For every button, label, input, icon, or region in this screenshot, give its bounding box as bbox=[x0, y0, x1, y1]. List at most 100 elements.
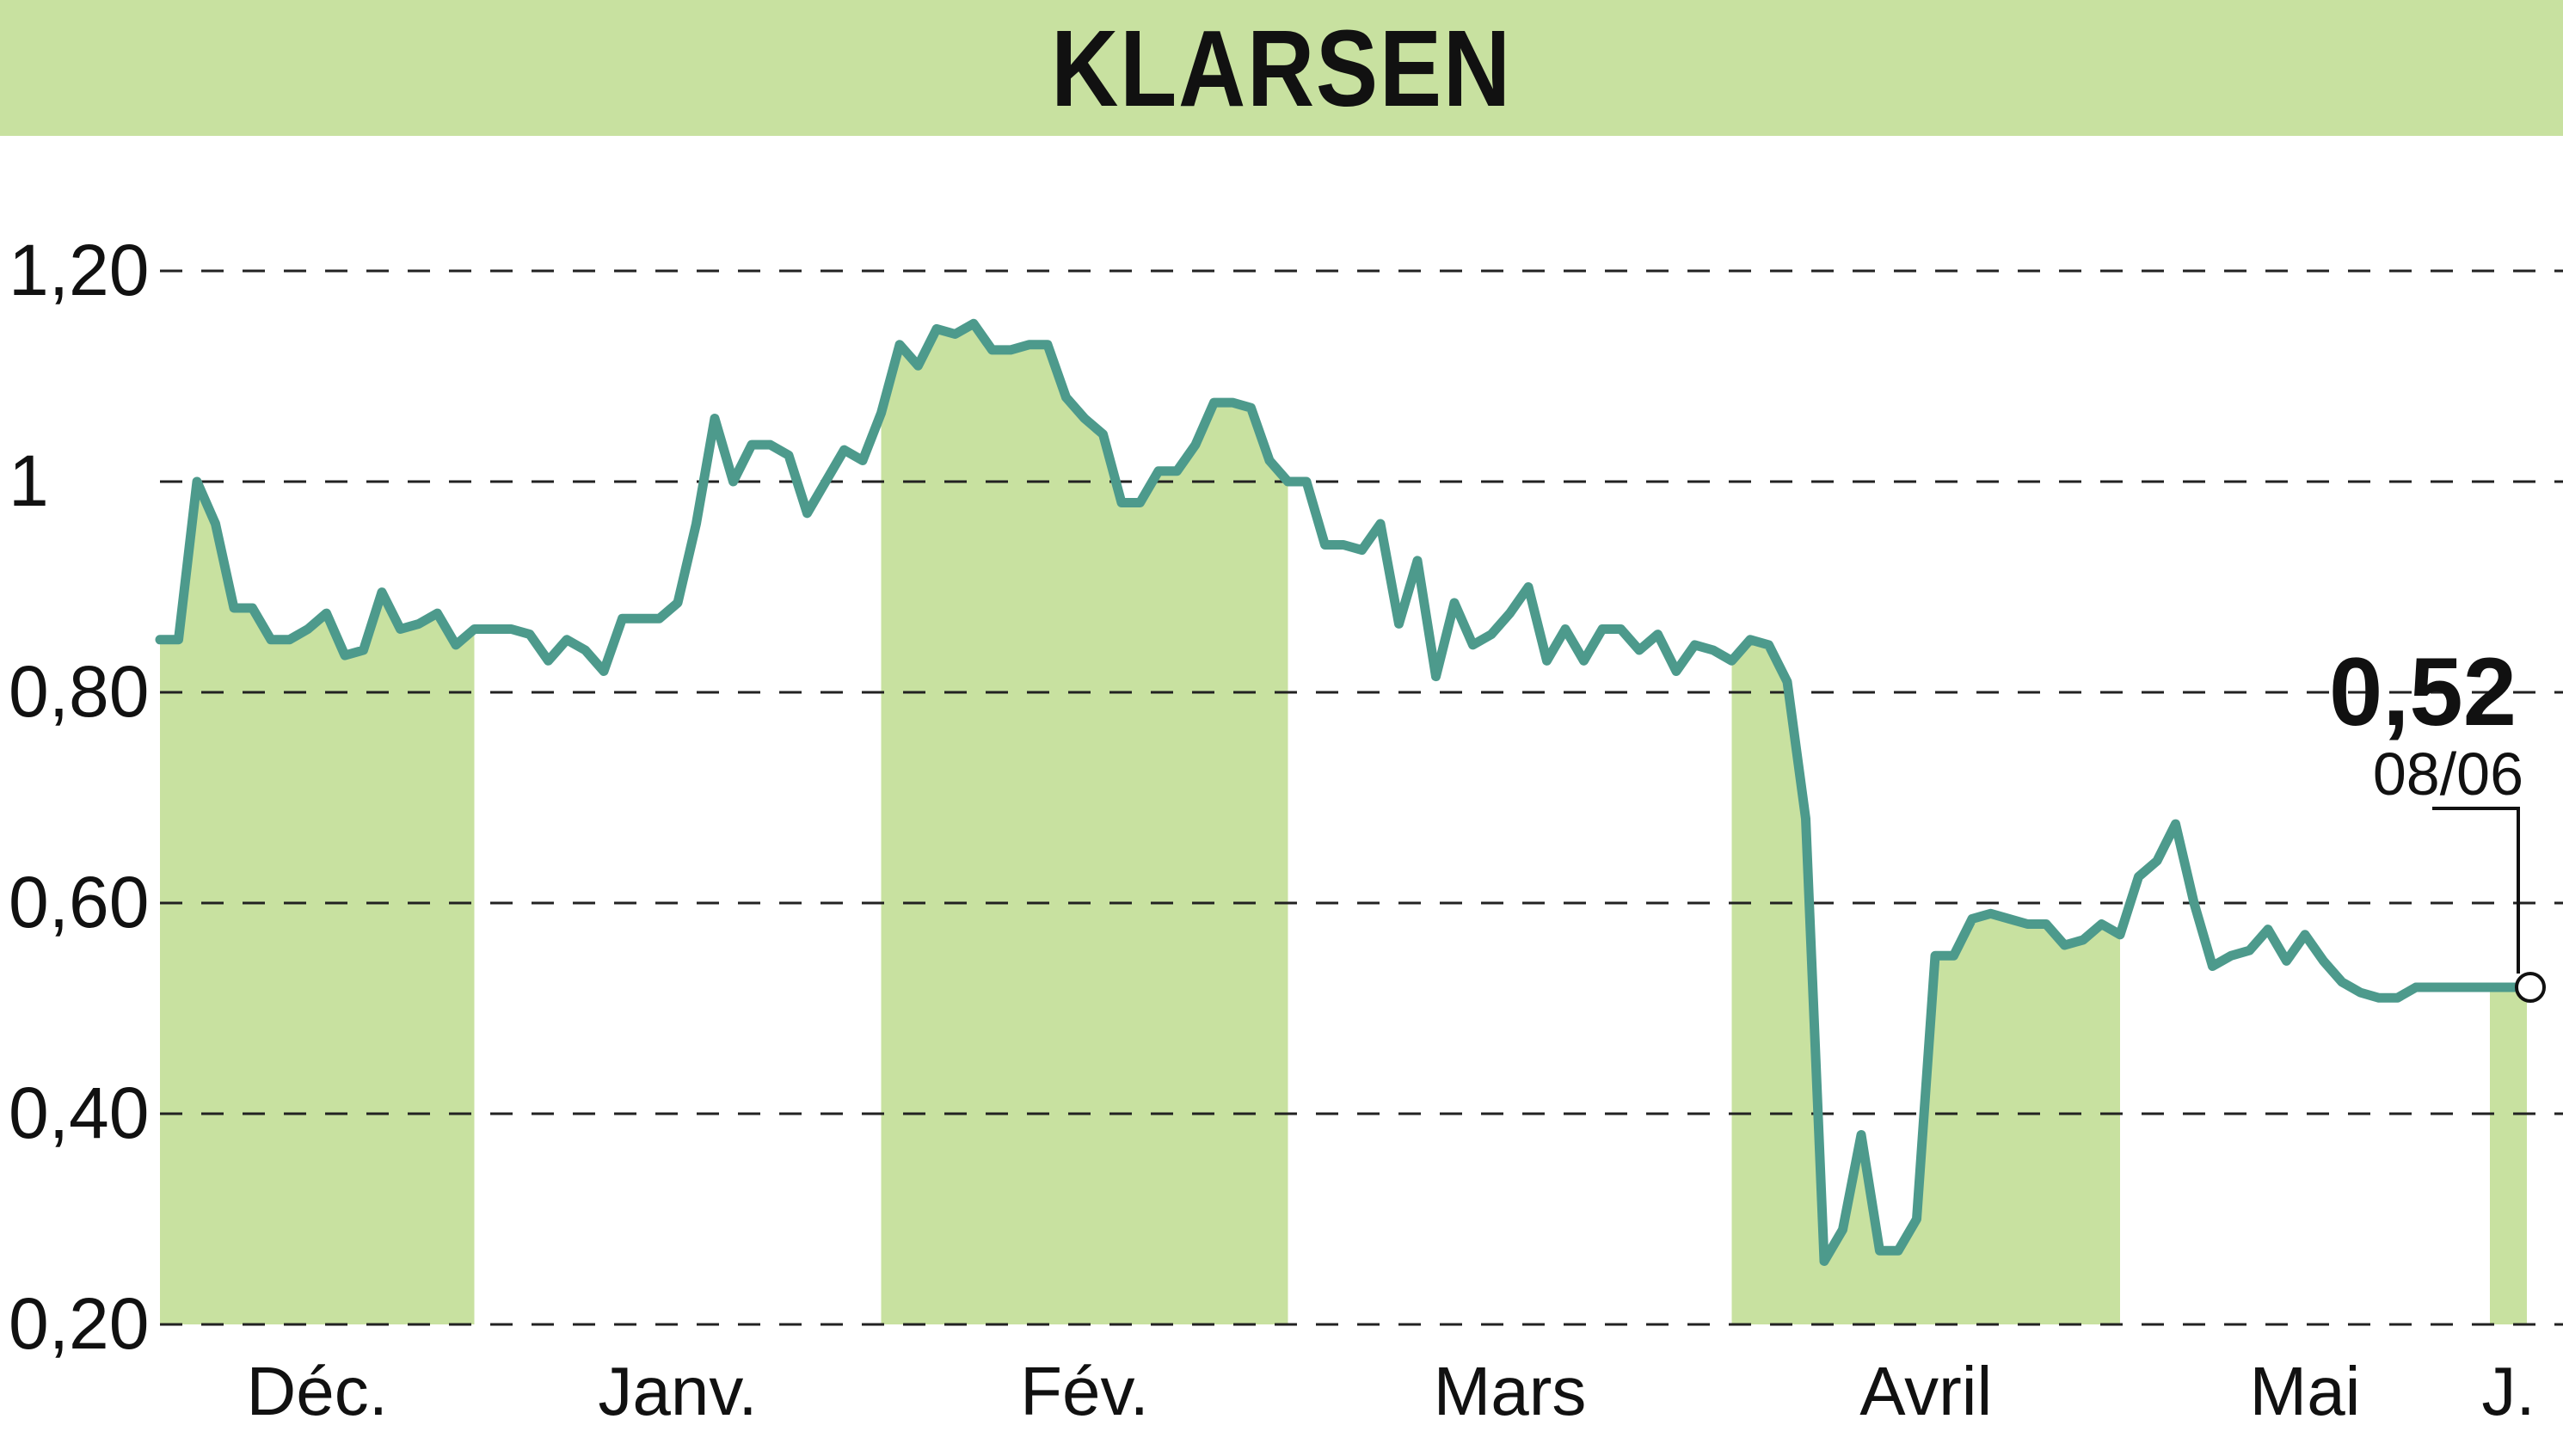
data-point bbox=[156, 635, 164, 644]
data-point bbox=[1487, 630, 1496, 639]
data-point bbox=[1838, 1225, 1847, 1234]
data-point bbox=[2079, 935, 2087, 944]
data-point bbox=[1024, 340, 1034, 349]
data-point bbox=[2504, 983, 2513, 992]
y-tick-label: 0,20 bbox=[9, 1283, 150, 1364]
data-point bbox=[1931, 951, 1939, 961]
data-point bbox=[1542, 656, 1552, 666]
data-point bbox=[2449, 983, 2457, 992]
data-point bbox=[1561, 624, 1570, 634]
chart-title: KLARSEN bbox=[1051, 7, 1512, 129]
data-point bbox=[710, 414, 719, 423]
data-point bbox=[765, 440, 775, 450]
data-point bbox=[2171, 820, 2180, 829]
data-point bbox=[1172, 466, 1182, 476]
data-point bbox=[1209, 398, 1219, 408]
data-point bbox=[655, 614, 664, 624]
data-point bbox=[489, 624, 497, 634]
y-tick-label: 0,60 bbox=[9, 862, 150, 943]
data-point bbox=[728, 477, 738, 486]
data-point bbox=[230, 604, 238, 612]
data-point bbox=[2486, 983, 2494, 992]
data-point bbox=[341, 651, 349, 660]
data-point bbox=[248, 604, 257, 612]
data-point bbox=[1098, 429, 1108, 439]
data-point bbox=[839, 445, 849, 455]
x-tick-label: Mai bbox=[2250, 1353, 2361, 1429]
last-date-label: 08/06 bbox=[2373, 740, 2523, 808]
data-point bbox=[1320, 540, 1330, 550]
data-point bbox=[2430, 983, 2439, 992]
data-point bbox=[1302, 477, 1311, 486]
data-point bbox=[1228, 398, 1237, 408]
data-point bbox=[211, 519, 220, 528]
data-point bbox=[2338, 977, 2346, 986]
month-band-0 bbox=[160, 482, 475, 1324]
data-point bbox=[1339, 540, 1348, 550]
data-point bbox=[378, 587, 386, 597]
data-point bbox=[396, 624, 405, 634]
data-point bbox=[821, 477, 830, 486]
data-point bbox=[1968, 914, 1976, 924]
data-point bbox=[1635, 646, 1644, 654]
x-tick-label: Déc. bbox=[247, 1353, 389, 1429]
data-point bbox=[802, 508, 812, 518]
data-point bbox=[2116, 930, 2124, 939]
data-point bbox=[1394, 619, 1404, 629]
data-point bbox=[1450, 598, 1459, 607]
data-point bbox=[267, 635, 275, 644]
x-tick-label: Mars bbox=[1434, 1353, 1587, 1429]
data-point bbox=[193, 477, 201, 486]
data-point bbox=[2190, 899, 2198, 907]
data-point bbox=[2301, 930, 2309, 939]
data-point bbox=[2023, 919, 2032, 929]
data-point bbox=[433, 609, 442, 618]
y-tick-label: 0,40 bbox=[9, 1072, 150, 1153]
data-point bbox=[784, 451, 793, 460]
data-point bbox=[1376, 519, 1385, 528]
data-point bbox=[544, 656, 553, 666]
data-point bbox=[1709, 646, 1718, 654]
data-point bbox=[359, 646, 368, 654]
data-point bbox=[1875, 1246, 1884, 1256]
data-point bbox=[1746, 635, 1755, 644]
data-point bbox=[1283, 477, 1293, 486]
data-point bbox=[950, 329, 960, 339]
data-point bbox=[1801, 814, 1810, 823]
data-point bbox=[2467, 983, 2476, 992]
month-band-4 bbox=[1731, 639, 2120, 1324]
data-point bbox=[1857, 1130, 1865, 1140]
data-point bbox=[507, 624, 516, 634]
data-point bbox=[932, 324, 941, 334]
data-point bbox=[1006, 345, 1015, 354]
data-point bbox=[1524, 582, 1533, 592]
data-point bbox=[747, 440, 756, 450]
data-point bbox=[562, 635, 571, 644]
data-point bbox=[2264, 925, 2272, 934]
data-point bbox=[581, 646, 590, 654]
data-point bbox=[1191, 440, 1200, 450]
data-point bbox=[636, 614, 645, 624]
data-point bbox=[2393, 993, 2402, 1003]
data-point bbox=[1117, 498, 1126, 507]
data-point bbox=[415, 619, 423, 629]
data-point bbox=[304, 624, 312, 634]
data-point bbox=[1265, 456, 1274, 465]
data-point bbox=[1764, 640, 1773, 649]
data-point bbox=[2153, 857, 2161, 865]
data-point bbox=[1783, 677, 1792, 686]
callout-leader bbox=[2432, 807, 2520, 974]
data-point bbox=[1061, 393, 1071, 402]
data-point bbox=[2412, 983, 2420, 992]
data-point bbox=[452, 640, 460, 649]
data-point bbox=[1468, 640, 1478, 649]
data-point bbox=[895, 340, 904, 349]
y-tick-label: 1,20 bbox=[9, 230, 150, 310]
data-point bbox=[1579, 656, 1589, 666]
data-point bbox=[1727, 656, 1736, 666]
data-point bbox=[1672, 667, 1681, 676]
data-point bbox=[2060, 941, 2069, 949]
data-point bbox=[2356, 988, 2365, 998]
y-tick-label: 1 bbox=[9, 440, 49, 521]
